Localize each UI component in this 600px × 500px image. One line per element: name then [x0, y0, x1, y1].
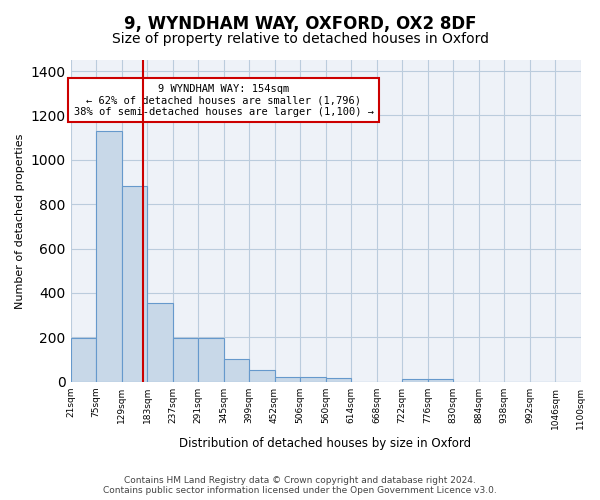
Bar — [275, 377, 300, 382]
Bar — [224, 360, 249, 382]
Bar — [71, 338, 96, 382]
X-axis label: Distribution of detached houses by size in Oxford: Distribution of detached houses by size … — [179, 437, 472, 450]
Bar — [122, 186, 147, 382]
Text: Contains HM Land Registry data © Crown copyright and database right 2024.
Contai: Contains HM Land Registry data © Crown c… — [103, 476, 497, 495]
Text: Size of property relative to detached houses in Oxford: Size of property relative to detached ho… — [112, 32, 488, 46]
Y-axis label: Number of detached properties: Number of detached properties — [15, 133, 25, 308]
Bar — [96, 131, 122, 382]
Text: 9, WYNDHAM WAY, OXFORD, OX2 8DF: 9, WYNDHAM WAY, OXFORD, OX2 8DF — [124, 15, 476, 33]
Text: 9 WYNDHAM WAY: 154sqm
← 62% of detached houses are smaller (1,796)
38% of semi-d: 9 WYNDHAM WAY: 154sqm ← 62% of detached … — [74, 84, 374, 117]
Bar — [326, 378, 351, 382]
Bar — [173, 338, 198, 382]
Bar — [198, 338, 224, 382]
Bar — [402, 379, 428, 382]
Bar — [147, 303, 173, 382]
Bar — [300, 377, 326, 382]
Bar — [428, 379, 453, 382]
Bar — [249, 370, 275, 382]
